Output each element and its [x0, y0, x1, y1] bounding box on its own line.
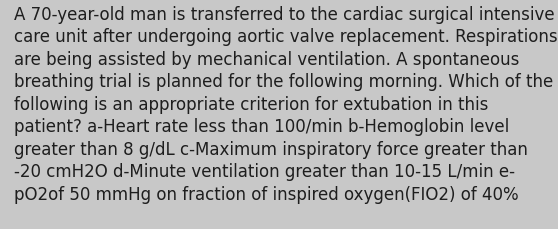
Text: A 70-year-old man is transferred to the cardiac surgical intensive
care unit aft: A 70-year-old man is transferred to the … [14, 6, 557, 203]
